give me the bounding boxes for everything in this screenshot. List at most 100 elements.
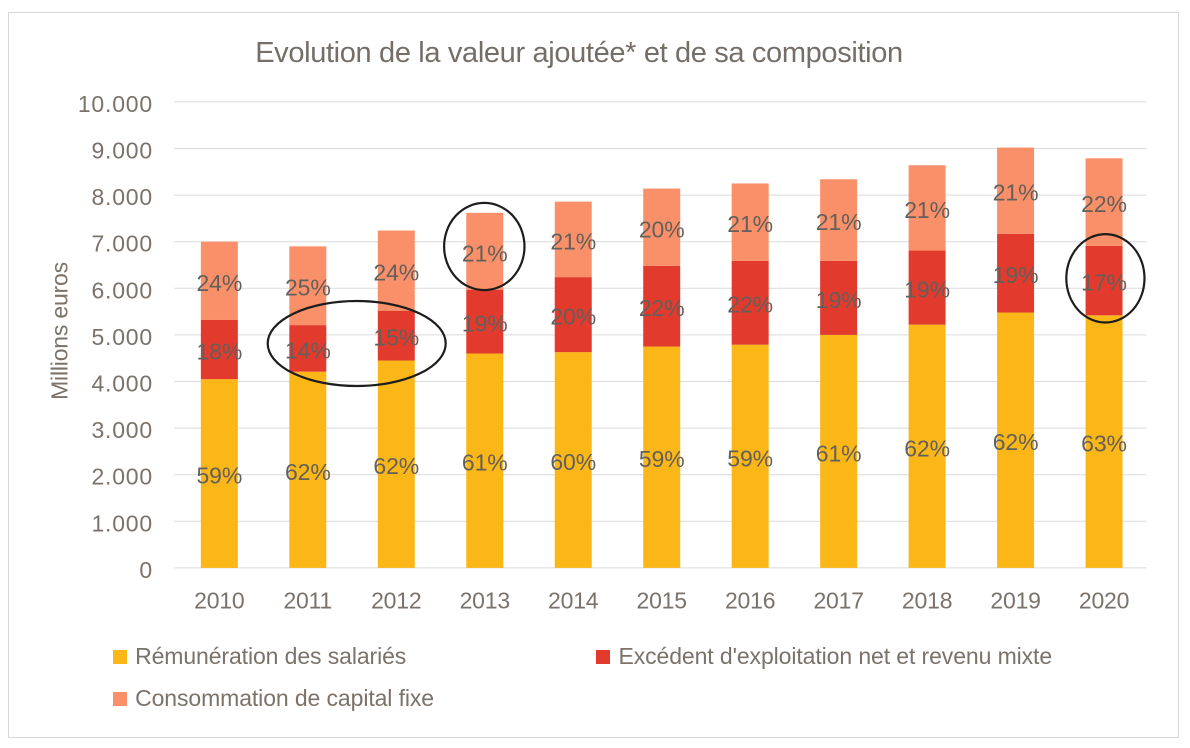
bar-label-2017-s2: 21% xyxy=(816,209,862,235)
bar-label-2017-s1: 19% xyxy=(816,287,862,313)
bar-segment-2010-s2 xyxy=(200,241,238,320)
y-tick-label: 5.000 xyxy=(91,324,153,350)
y-tick-label: 9.000 xyxy=(91,138,153,164)
y-tick-label: 2.000 xyxy=(91,464,153,490)
bar-segment-2016-s1 xyxy=(731,260,769,345)
annotation-ellipse-1 xyxy=(266,299,447,388)
x-tick-label-2016: 2016 xyxy=(725,588,775,614)
x-tick-label-2011: 2011 xyxy=(283,588,332,614)
x-tick-label-2019: 2019 xyxy=(990,588,1040,614)
legend-label-1: Excédent d'exploitation net et revenu mi… xyxy=(618,642,1053,669)
bar-segment-2016-s2 xyxy=(731,183,769,261)
bar-label-2016-s0: 59% xyxy=(727,445,773,471)
bar-segment-2018-s0 xyxy=(908,324,946,568)
bar-segment-2012-s2 xyxy=(377,230,415,311)
legend-item-0: Rémunération des salariés xyxy=(112,642,407,669)
x-tick-label-2015: 2015 xyxy=(637,588,687,614)
bar-segment-2014-s1 xyxy=(554,277,592,353)
x-tick-label-2012: 2012 xyxy=(371,588,421,614)
x-tick-label-2020: 2020 xyxy=(1079,588,1129,614)
bar-label-2018-s0: 62% xyxy=(904,435,950,461)
y-tick-label: 4.000 xyxy=(91,371,153,397)
bar-label-2014-s2: 21% xyxy=(550,228,596,254)
bar-label-2019-s2: 21% xyxy=(993,180,1039,206)
bar-segment-2019-s2 xyxy=(997,147,1035,234)
annotation-ellipse-2 xyxy=(442,201,526,292)
bar-label-2010-s1: 18% xyxy=(196,339,242,365)
bar-label-2014-s0: 60% xyxy=(550,449,596,475)
x-tick-label-2017: 2017 xyxy=(813,588,863,614)
bar-label-2015-s1: 22% xyxy=(639,295,685,321)
bar-label-2019-s1: 19% xyxy=(993,262,1039,288)
legend-swatch-1 xyxy=(596,650,610,665)
y-tick-label: 8.000 xyxy=(91,184,153,210)
bar-label-2012-s0: 62% xyxy=(373,453,419,479)
x-tick-label-2013: 2013 xyxy=(460,588,510,614)
y-tick-label: 6.000 xyxy=(91,277,153,303)
bar-segment-2010-s0 xyxy=(200,379,238,568)
bar-segment-2015-s1 xyxy=(643,265,681,347)
bar-label-2019-s0: 62% xyxy=(993,429,1039,455)
legend-label-2: Consommation de capital fixe xyxy=(135,684,435,711)
bar-segment-2017-s0 xyxy=(820,334,858,568)
bar-label-2018-s1: 19% xyxy=(904,277,950,303)
bar-segment-2012-s1 xyxy=(377,310,415,361)
bar-segment-2016-s0 xyxy=(731,344,769,568)
bar-label-2018-s2: 21% xyxy=(904,197,950,223)
bar-label-2010-s0: 59% xyxy=(196,463,242,489)
bar-segment-2018-s1 xyxy=(908,250,946,325)
bar-segment-2017-s1 xyxy=(820,260,858,335)
bar-segment-2013-s2 xyxy=(466,212,504,290)
bar-label-2013-s1: 19% xyxy=(462,311,508,337)
bar-label-2016-s2: 21% xyxy=(727,211,773,237)
bar-label-2011-s1: 14% xyxy=(285,337,331,363)
bar-segment-2013-s0 xyxy=(466,353,504,568)
bar-segment-2017-s2 xyxy=(820,179,858,261)
legend-swatch-2 xyxy=(112,692,127,707)
bar-label-2020-s0: 63% xyxy=(1081,431,1127,457)
bar-segment-2020-s0 xyxy=(1085,315,1123,568)
bar-label-2013-s0: 61% xyxy=(462,450,508,476)
legend-item-2: Consommation de capital fixe xyxy=(112,684,435,711)
x-tick-label-2010: 2010 xyxy=(194,588,244,614)
bar-segment-2013-s1 xyxy=(466,289,504,354)
bar-segment-2019-s1 xyxy=(997,233,1035,313)
bar-segment-2015-s0 xyxy=(643,346,681,568)
bar-label-2012-s2: 24% xyxy=(373,260,419,286)
annotation-ellipse-3 xyxy=(1065,232,1146,324)
bar-label-2010-s2: 24% xyxy=(196,270,242,296)
bar-label-2015-s2: 20% xyxy=(639,216,685,242)
bar-segment-2020-s2 xyxy=(1085,158,1123,246)
bar-segment-2014-s0 xyxy=(554,352,592,568)
chart-title: Evolution de la valeur ajoutée* et de sa… xyxy=(255,37,903,69)
legend-item-1: Excédent d'exploitation net et revenu mi… xyxy=(596,642,1053,669)
bar-label-2020-s2: 22% xyxy=(1081,191,1127,217)
bar-label-2011-s0: 62% xyxy=(285,459,331,485)
bar-segment-2011-s0 xyxy=(289,371,327,568)
bar-segment-2011-s1 xyxy=(289,325,327,372)
bar-segment-2010-s1 xyxy=(200,319,238,380)
bar-segment-2012-s0 xyxy=(377,360,415,568)
bar-label-2016-s1: 22% xyxy=(727,292,773,318)
y-tick-label: 3.000 xyxy=(91,417,153,443)
legend-label-0: Rémunération des salariés xyxy=(135,642,407,669)
legend-swatch-0 xyxy=(112,650,127,665)
bar-label-2012-s1: 15% xyxy=(373,325,419,351)
bar-segment-2020-s1 xyxy=(1085,245,1123,316)
bar-segment-2015-s2 xyxy=(643,188,681,266)
x-tick-label-2014: 2014 xyxy=(548,588,599,614)
x-tick-label-2018: 2018 xyxy=(902,588,952,614)
y-tick-label: 1.000 xyxy=(91,510,153,536)
bar-segment-2019-s0 xyxy=(997,312,1035,568)
bar-segment-2018-s2 xyxy=(908,165,946,251)
bar-label-2011-s2: 25% xyxy=(285,275,331,301)
bar-label-2020-s1: 17% xyxy=(1081,270,1127,296)
bar-label-2017-s0: 61% xyxy=(816,440,862,466)
bar-label-2013-s2: 21% xyxy=(462,240,508,266)
y-tick-label: 10.000 xyxy=(78,91,153,117)
bar-segment-2014-s2 xyxy=(554,201,592,278)
bar-label-2014-s1: 20% xyxy=(550,304,596,330)
bar-label-2015-s0: 59% xyxy=(639,446,685,472)
